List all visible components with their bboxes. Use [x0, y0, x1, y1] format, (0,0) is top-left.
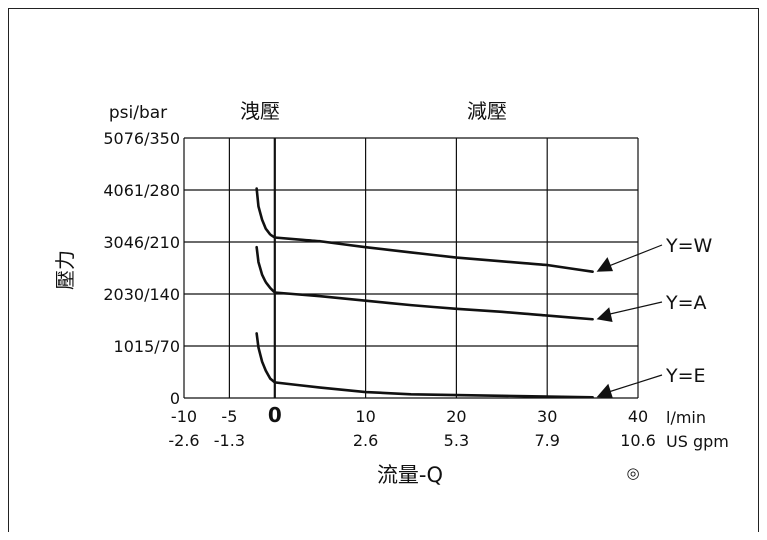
unit-lmin: l/min	[666, 408, 706, 427]
callout-line	[604, 374, 663, 394]
series-label: Y=W	[665, 235, 713, 257]
grid	[183, 137, 639, 399]
y-tick-label: 1015/70	[114, 337, 180, 356]
series-line-y-e	[255, 332, 594, 399]
x-tick-label-gpm: -2.6	[168, 431, 199, 450]
series-line-y-a	[255, 245, 594, 321]
y-tick-label: 2030/140	[103, 285, 180, 304]
x-axis-label: 流量-Q	[377, 463, 443, 487]
callout-line	[604, 301, 663, 316]
x-tick-label-lmin: -5	[221, 407, 237, 426]
x-tick-label-lmin: 30	[537, 407, 557, 426]
callout-line	[604, 244, 663, 269]
y-tick-label: 0	[170, 389, 180, 408]
callout-arrowhead	[596, 307, 613, 322]
y-tick-label: 4061/280	[103, 181, 180, 200]
x-tick-label-lmin: -10	[171, 407, 197, 426]
header-reducing: 減壓	[467, 99, 507, 123]
series-callouts: Y=W Y=A Y=E	[596, 235, 713, 399]
symbol-mark: ◎	[626, 464, 639, 482]
callout-arrowhead	[596, 257, 614, 272]
series-lines	[255, 187, 594, 399]
x-tick-label-gpm: 7.9	[534, 431, 559, 450]
x-tick-label-gpm: 2.6	[353, 431, 378, 450]
y-tick-label: 5076/350	[103, 129, 180, 148]
series-line-y-w	[255, 187, 594, 274]
x-tick-label-lmin: 0	[268, 403, 282, 427]
unit-gpm: US gpm	[666, 432, 729, 451]
x-tick-label-gpm: -1.3	[214, 431, 245, 450]
x-tick-label-gpm: 5.3	[444, 431, 469, 450]
y-tick-label: 3046/210	[103, 233, 180, 252]
x-tick-label-gpm: 10.6	[620, 431, 656, 450]
tick-labels: 0 1015/70 2030/140 3046/210 4061/280 5076/350…	[103, 129, 655, 450]
header-psi-bar: psi/bar	[109, 103, 167, 123]
x-tick-label-lmin: 20	[446, 407, 466, 426]
x-tick-label-lmin: 40	[628, 407, 648, 426]
x-tick-label-lmin: 10	[355, 407, 375, 426]
y-axis-label: 壓力	[53, 250, 77, 290]
series-label: Y=A	[665, 292, 707, 314]
callout-arrowhead	[596, 383, 613, 399]
header-relief: 洩壓	[240, 99, 280, 123]
chart-frame	[8, 8, 759, 532]
series-label: Y=E	[665, 365, 706, 387]
